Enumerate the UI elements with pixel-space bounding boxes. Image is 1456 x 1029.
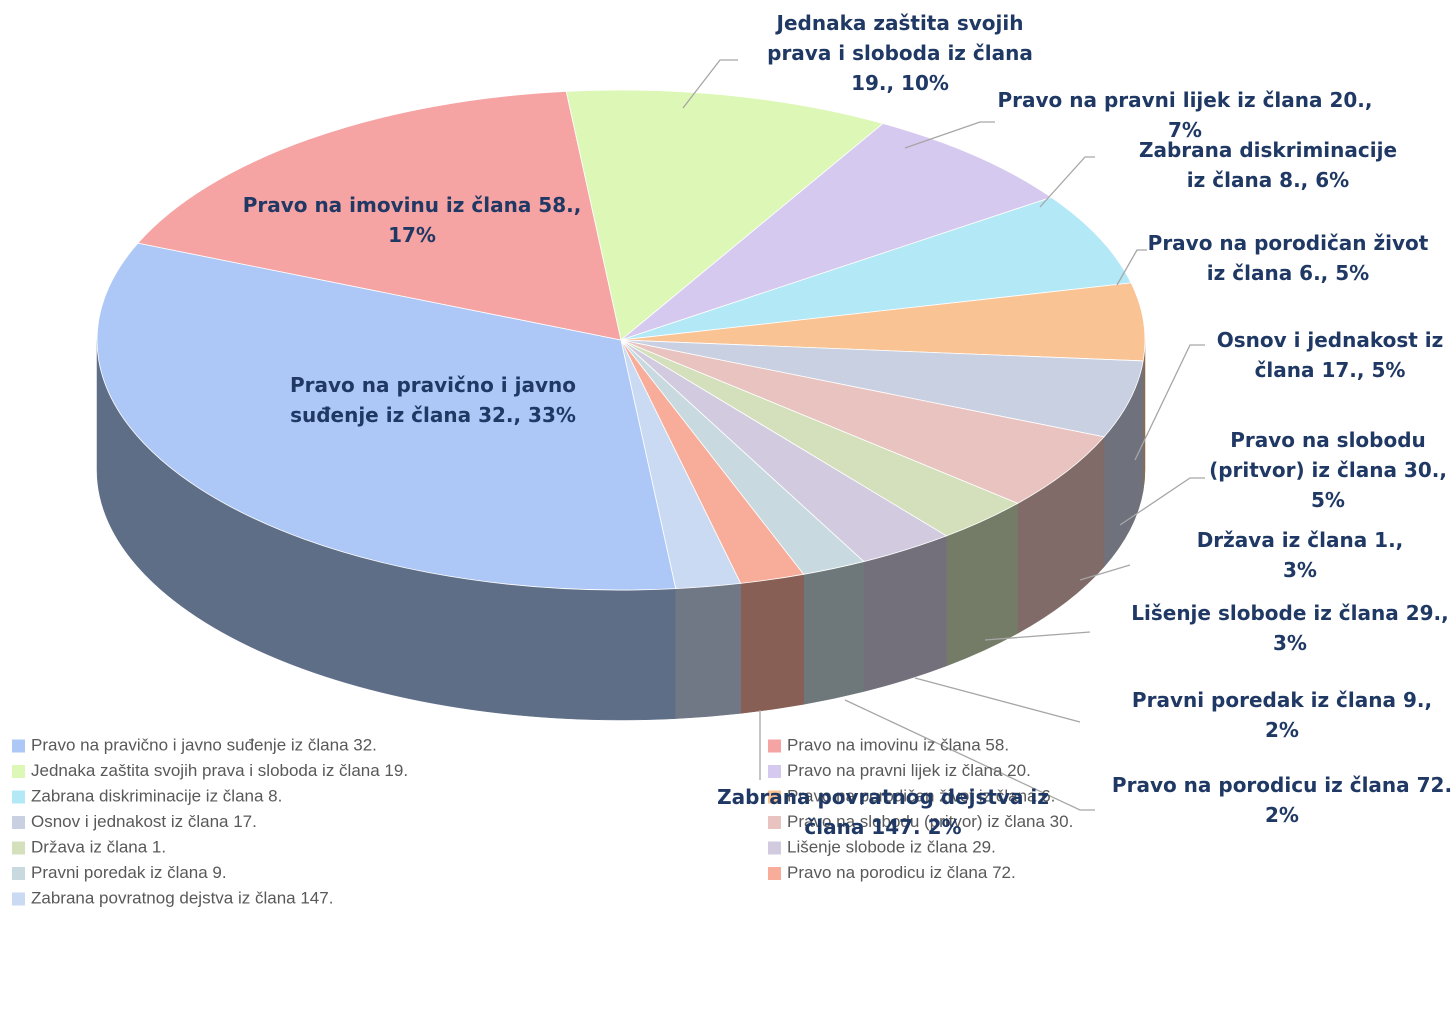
leader-line — [904, 121, 995, 149]
legend-label: Pravo na porodicu iz člana 72. — [787, 863, 1016, 882]
legend-label: Zabrana povratnog dejstva iz člana 147. — [31, 888, 333, 907]
pie-slice — [137, 90, 622, 341]
legend-swatch — [12, 841, 25, 855]
data-label: Pravo na porodičan život iz člana 6., 5% — [1147, 231, 1429, 285]
legend-label: Pravo na porodičan život iz člana 6. — [787, 786, 1055, 805]
data-label: Pravo na pravni lijek iz člana 20., 7% — [997, 88, 1373, 142]
legend-swatch — [768, 790, 781, 804]
pie-tops — [96, 89, 1146, 591]
leader-line — [914, 677, 1081, 723]
legend-label: Zabrana diskriminacije iz člana 8. — [31, 786, 282, 805]
legend-swatch — [12, 816, 25, 829]
data-label: Pravo na imovinu iz člana 58., 17% — [242, 193, 582, 247]
pie-slice-side — [740, 574, 804, 714]
data-label: Pravni poredak iz člana 9., 2% — [1131, 688, 1433, 742]
leader-line — [1079, 564, 1131, 581]
legend-label: Osnov i jednakost iz člana 17. — [31, 812, 257, 831]
legend-swatch — [768, 867, 781, 880]
pie-slice-side — [1142, 339, 1146, 491]
data-label: Zabrana diskriminacije iz člana 8., 6% — [1138, 138, 1398, 192]
legend-swatch — [768, 765, 781, 778]
legend-label: Pravo na pravično i javno suđenje iz čla… — [31, 735, 377, 754]
legend-label: Lišenje slobode iz člana 29. — [787, 837, 996, 856]
pie-slice — [620, 196, 1132, 341]
pie-slice — [620, 339, 1144, 438]
pie-slice — [620, 339, 1105, 504]
pie-slice — [96, 242, 677, 591]
data-label: Pravo na pravično i javno suđenje iz čla… — [289, 373, 576, 427]
legend-swatch — [768, 739, 781, 753]
leader-line — [1116, 249, 1147, 286]
legend-label: Pravo na slobodu (pritvor) iz člana 30. — [787, 812, 1073, 831]
legend-swatch — [768, 841, 781, 855]
legend-label: Jednaka zaštita svojih prava i sloboda i… — [31, 761, 408, 780]
data-label: Jednaka zaštita svojih prava i sloboda i… — [767, 11, 1033, 95]
leader-line — [1134, 344, 1205, 461]
data-label: Lišenje slobode iz člana 29., 3% — [1131, 601, 1449, 655]
data-label: Država iz člana 1., 3% — [1196, 528, 1404, 582]
legend-label: Pravo na imovinu iz člana 58. — [787, 735, 1009, 754]
legend-swatch — [12, 892, 25, 906]
data-label: Osnov i jednakost iz člana 17., 5% — [1216, 328, 1444, 382]
pie-slice — [620, 339, 742, 590]
legend-swatch — [768, 816, 781, 829]
legend-swatch — [12, 739, 25, 753]
data-label: Pravo na slobodu (pritvor) iz člana 30.,… — [1209, 428, 1447, 512]
data-label: Pravo na porodicu iz člana 72. 2% — [1111, 773, 1453, 827]
pie-slice-side — [675, 583, 741, 719]
legend-label: Država iz člana 1. — [31, 837, 166, 856]
leader-line — [1119, 477, 1205, 526]
pie-slice — [565, 89, 884, 341]
legend-swatch — [12, 765, 25, 778]
pie-slice — [620, 282, 1146, 362]
pie-slice-side — [803, 561, 865, 705]
leader-line — [1039, 156, 1095, 208]
legend-swatch — [12, 867, 25, 880]
leader-line — [984, 631, 1091, 641]
legend-label: Pravni poredak iz člana 9. — [31, 863, 227, 882]
legend-swatch — [12, 790, 25, 804]
pie-slice — [620, 123, 1053, 341]
leader-line — [844, 699, 1095, 811]
pie-slice-side — [863, 535, 947, 692]
legend-label: Pravo na pravni lijek iz člana 20. — [787, 761, 1031, 780]
data-label: Zabrana povratnog dejstva iz člana 147. … — [717, 785, 1049, 839]
leader-line — [682, 59, 738, 109]
